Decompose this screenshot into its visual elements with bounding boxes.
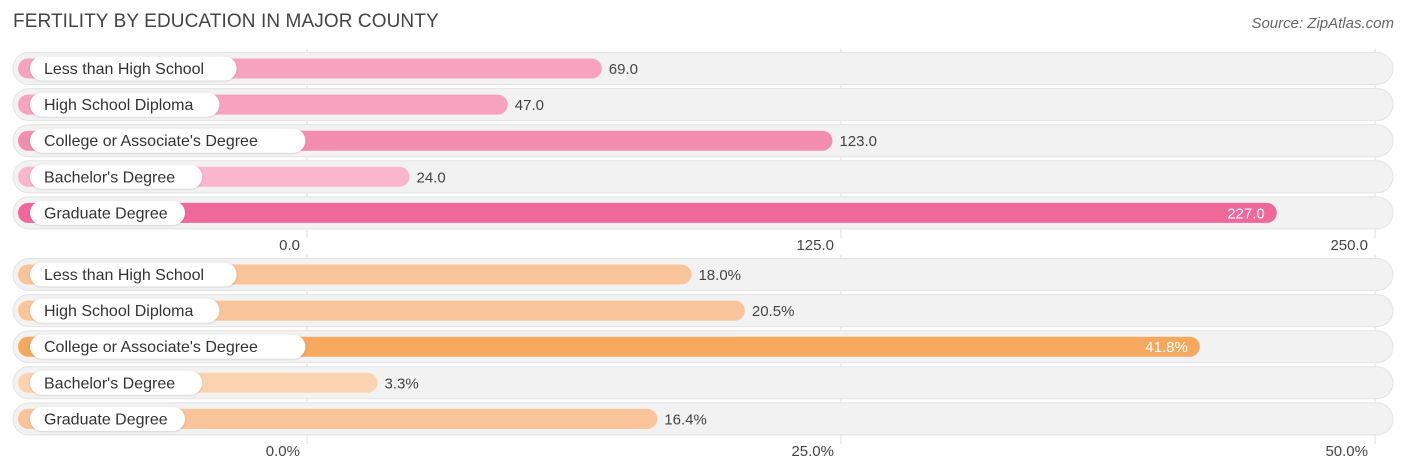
- bar: [18, 202, 1277, 223]
- value-label: 20.5%: [752, 303, 795, 320]
- value-label: 123.0: [839, 133, 877, 150]
- value-label: 41.8%: [1145, 339, 1188, 356]
- tick-label: 0.0%: [266, 443, 300, 460]
- category-label-pill: [30, 164, 203, 189]
- value-label: 16.4%: [664, 411, 707, 428]
- tick-label: 25.0%: [791, 443, 834, 460]
- category-label-pill: [30, 200, 185, 225]
- source-credit: Source: ZipAtlas.com: [1251, 15, 1394, 32]
- category-label: High School Diploma: [44, 303, 194, 320]
- category-label: High School Diploma: [44, 97, 194, 114]
- value-label: 47.0: [515, 97, 544, 114]
- category-label: Less than High School: [44, 267, 204, 284]
- tick-label: 0.0: [279, 237, 300, 254]
- value-label: 227.0: [1227, 205, 1265, 222]
- category-label: College or Associate's Degree: [44, 133, 258, 150]
- tick-label: 50.0%: [1325, 443, 1368, 460]
- tick-label: 250.0: [1330, 237, 1368, 254]
- bar: [18, 336, 1200, 357]
- category-label-pill: [30, 128, 306, 153]
- category-label: Graduate Degree: [44, 411, 168, 428]
- category-label-pill: [30, 56, 237, 81]
- category-label: Bachelor's Degree: [44, 375, 175, 392]
- tick-label: 125.0: [796, 237, 834, 254]
- category-label-pill: [30, 92, 220, 117]
- category-label-pill: [30, 370, 203, 395]
- value-label: 24.0: [417, 169, 446, 186]
- value-label: 69.0: [609, 61, 638, 78]
- category-label: College or Associate's Degree: [44, 339, 258, 356]
- category-label: Graduate Degree: [44, 205, 168, 222]
- category-label-pill: [30, 262, 237, 287]
- category-label-pill: [30, 298, 220, 323]
- value-label: 3.3%: [384, 375, 418, 392]
- category-label-pill: [30, 334, 306, 359]
- chart-title: FERTILITY BY EDUCATION IN MAJOR COUNTY: [13, 11, 439, 32]
- category-label: Bachelor's Degree: [44, 169, 175, 186]
- category-label-pill: [30, 406, 185, 431]
- category-label: Less than High School: [44, 61, 204, 78]
- value-label: 18.0%: [698, 267, 741, 284]
